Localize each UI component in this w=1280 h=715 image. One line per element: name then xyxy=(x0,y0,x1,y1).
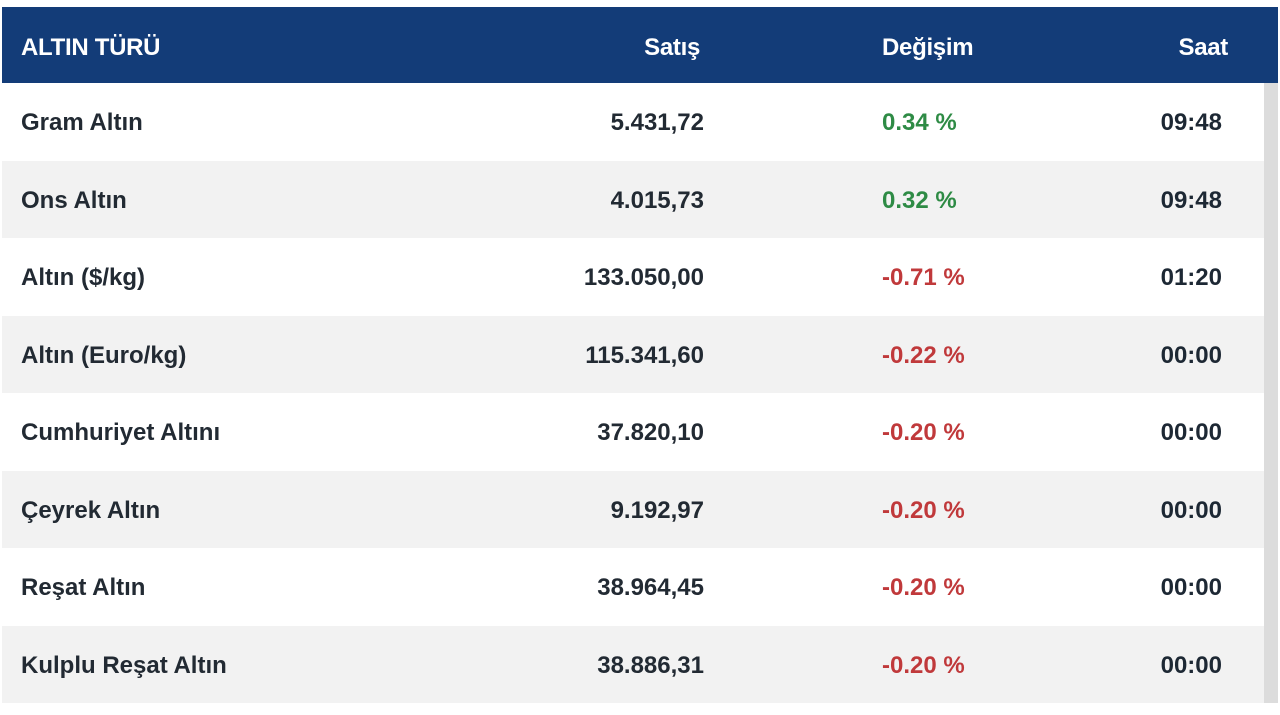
gold-type: Ons Altın xyxy=(21,186,127,214)
sale-price: 5.431,72 xyxy=(610,109,704,136)
gold-type: Kulplu Reşat Altın xyxy=(21,651,227,679)
column-header-change[interactable]: Değişim xyxy=(882,34,974,61)
change-percent: -0.71 % xyxy=(882,264,965,291)
column-header-sale[interactable]: Satış xyxy=(644,34,700,61)
table-row[interactable]: Kulplu Reşat Altın 38.886,31 -0.20 % 00:… xyxy=(2,625,1264,703)
table-row[interactable]: Reşat Altın 38.964,45 -0.20 % 00:00 xyxy=(2,548,1264,626)
sale-price: 38.886,31 xyxy=(597,651,704,679)
table-body: Gram Altın 5.431,72 0.34 % 09:48 Ons Alt… xyxy=(2,83,1264,703)
sale-price: 133.050,00 xyxy=(583,264,704,291)
sale-price: 9.192,97 xyxy=(610,496,704,524)
gold-type: Altın (Euro/kg) xyxy=(21,341,187,369)
update-time: 00:00 xyxy=(1160,574,1222,601)
update-time: 00:00 xyxy=(1160,419,1222,446)
change-percent: 0.32 % xyxy=(882,186,957,214)
column-header-type[interactable]: ALTIN TÜRÜ xyxy=(21,34,161,61)
update-time: 09:48 xyxy=(1160,186,1222,214)
table-row[interactable]: Gram Altın 5.431,72 0.34 % 09:48 xyxy=(2,83,1264,161)
gold-type: Gram Altın xyxy=(21,109,143,136)
update-time: 00:00 xyxy=(1160,496,1222,524)
change-percent: -0.20 % xyxy=(882,574,965,601)
gold-type: Reşat Altın xyxy=(21,574,146,601)
sale-price: 4.015,73 xyxy=(610,186,704,214)
gold-prices-table: ALTIN TÜRÜ Satış Değişim Saat Gram Altın… xyxy=(2,7,1278,703)
gold-type: Çeyrek Altın xyxy=(21,496,161,524)
table-row[interactable]: Çeyrek Altın 9.192,97 -0.20 % 00:00 xyxy=(2,470,1264,548)
sale-price: 37.820,10 xyxy=(597,419,704,446)
table-row[interactable]: Altın ($/kg) 133.050,00 -0.71 % 01:20 xyxy=(2,238,1264,316)
sale-price: 38.964,45 xyxy=(597,574,704,601)
update-time: 00:00 xyxy=(1160,651,1222,679)
sale-price: 115.341,60 xyxy=(585,341,704,369)
gold-type: Cumhuriyet Altını xyxy=(21,419,221,446)
table-header: ALTIN TÜRÜ Satış Değişim Saat xyxy=(2,7,1278,83)
change-percent: -0.20 % xyxy=(882,651,965,679)
table-row[interactable]: Altın (Euro/kg) 115.341,60 -0.22 % 00:00 xyxy=(2,315,1264,393)
column-header-time[interactable]: Saat xyxy=(1178,34,1229,61)
change-percent: 0.34 % xyxy=(882,109,957,136)
change-percent: -0.22 % xyxy=(882,341,965,369)
gold-type: Altın ($/kg) xyxy=(21,264,145,291)
vertical-scrollbar[interactable] xyxy=(1264,83,1278,703)
update-time: 09:48 xyxy=(1160,109,1222,136)
update-time: 01:20 xyxy=(1160,264,1222,291)
change-percent: -0.20 % xyxy=(882,419,965,446)
update-time: 00:00 xyxy=(1160,341,1222,369)
table-row[interactable]: Cumhuriyet Altını 37.820,10 -0.20 % 00:0… xyxy=(2,393,1264,471)
table-row[interactable]: Ons Altın 4.015,73 0.32 % 09:48 xyxy=(2,160,1264,238)
change-percent: -0.20 % xyxy=(882,496,965,524)
